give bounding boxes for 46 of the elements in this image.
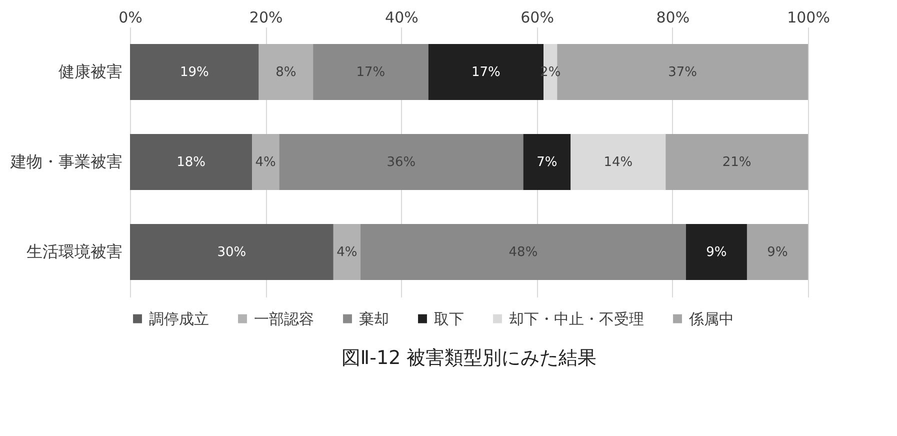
x-tick-label: 80% — [656, 8, 690, 26]
bar — [360, 224, 686, 280]
data-label: 17% — [356, 65, 386, 80]
bar — [523, 134, 571, 190]
y-tick-label: 建物・事業被害 — [10, 152, 122, 171]
text: 図Ⅱ-12 被害類型別にみた結果 — [341, 347, 597, 369]
data-label: 48% — [508, 245, 538, 260]
x-tick-label: 0% — [118, 8, 142, 26]
bar — [686, 224, 747, 280]
data-label: 9% — [706, 245, 727, 260]
data-label: 30% — [217, 245, 246, 260]
bar — [252, 134, 280, 190]
data-label: 9% — [767, 245, 788, 260]
data-label: 19% — [180, 65, 209, 80]
x-tick-label: 60% — [520, 8, 554, 26]
bar — [130, 224, 334, 280]
data-label: 14% — [604, 155, 633, 170]
bar — [570, 134, 666, 190]
legend-label: 一部認容 — [254, 310, 314, 328]
x-tick-label: 100% — [787, 8, 830, 26]
legend-label: 調停成立 — [149, 310, 209, 328]
data-label: 4% — [336, 245, 358, 260]
y-tick-label: 生活環境被害 — [26, 242, 122, 261]
legend-label: 係属中 — [688, 310, 734, 328]
bar — [279, 134, 524, 190]
data-label: 21% — [722, 155, 752, 170]
data-label: 37% — [668, 65, 698, 80]
data-label: 36% — [386, 155, 416, 170]
legend-label: 却下・中止・不受理 — [509, 310, 644, 328]
data-label: 4% — [255, 155, 276, 170]
bar — [333, 224, 361, 280]
data-label: 8% — [276, 65, 296, 80]
legend-label: 取下 — [434, 310, 464, 328]
x-tick-label: 40% — [385, 8, 418, 26]
data-label: 7% — [536, 155, 558, 170]
x-tick-label: 20% — [249, 8, 283, 26]
legend-label: 棄却 — [359, 310, 389, 328]
bar — [666, 134, 808, 190]
bar — [313, 44, 428, 100]
y-tick-label: 健康被害 — [58, 62, 122, 81]
data-label: 17% — [471, 65, 500, 80]
bar — [130, 44, 259, 100]
bar — [130, 134, 252, 190]
data-label: 18% — [176, 155, 206, 170]
bar — [258, 44, 314, 100]
bar — [746, 224, 808, 280]
